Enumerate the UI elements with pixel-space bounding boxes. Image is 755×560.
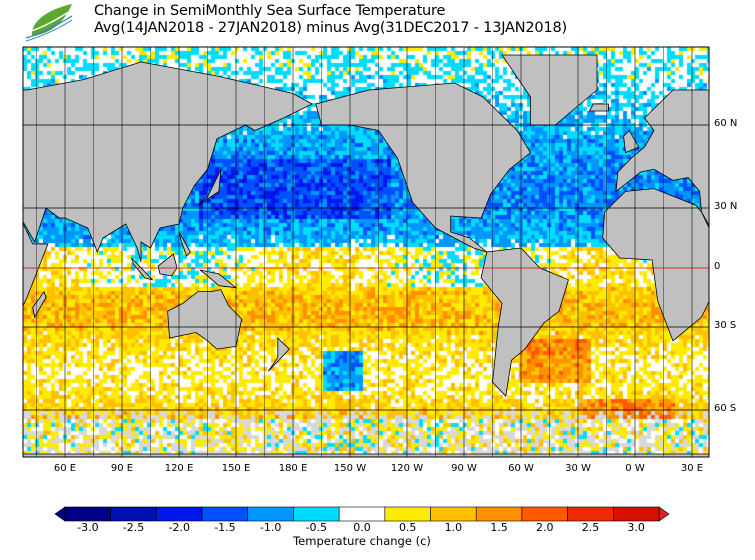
colorbar-swatch xyxy=(430,506,477,522)
landmass xyxy=(157,253,178,277)
colorbar-tick-label: -2.0 xyxy=(168,521,190,534)
landmass xyxy=(32,290,47,319)
colorbar-swatch xyxy=(156,506,203,522)
colorbar-swatch xyxy=(613,506,660,522)
longitude-label: 60 W xyxy=(508,463,534,474)
landmass xyxy=(178,231,191,257)
colorbar-tick-label: -1.0 xyxy=(259,521,282,534)
longitude-label: 0 W xyxy=(625,463,645,474)
colorbar-tick-label: 1.5 xyxy=(490,521,508,534)
landmass xyxy=(197,169,222,206)
graticule xyxy=(23,47,709,457)
landmass xyxy=(167,289,243,350)
colorbar-swatch xyxy=(64,506,111,522)
colorbar-title: Temperature change (c) xyxy=(293,534,431,548)
colorbar-swatch xyxy=(384,506,431,522)
latitude-label: 60 S xyxy=(714,403,737,414)
longitude-label: 120 W xyxy=(390,463,424,474)
longitude-label: 90 W xyxy=(451,463,477,474)
colorbar-tick-label: 0.0 xyxy=(353,521,371,534)
colorbar-swatch xyxy=(521,506,568,522)
longitude-label: 150 W xyxy=(333,463,367,474)
longitude-label: 30 E xyxy=(680,463,704,474)
landmass xyxy=(480,247,569,398)
longitude-label: 150 E xyxy=(221,463,251,474)
colorbar-tick-label: -1.5 xyxy=(214,521,236,534)
landmass xyxy=(23,222,49,307)
latitude-label: 60 N xyxy=(714,118,738,129)
colorbar-tick-label: 0.5 xyxy=(398,521,417,534)
colorbar-tick-label: -2.5 xyxy=(122,521,145,534)
colorbar-swatch xyxy=(567,506,614,522)
map-title: Change in SemiMonthly Sea Surface Temper… xyxy=(94,3,446,19)
colorbar-tick-label: -3.0 xyxy=(77,521,99,534)
colorbar-max-arrow xyxy=(658,506,670,522)
longitude-label: 90 E xyxy=(110,463,134,474)
longitude-label: 60 E xyxy=(53,463,77,474)
map-frame xyxy=(22,46,710,458)
latitude-label: 0 xyxy=(714,261,721,272)
colorbar-tick-label: 1.0 xyxy=(444,521,463,534)
colorbar-tick-label: -0.5 xyxy=(305,521,328,534)
landmass xyxy=(615,89,709,226)
landmass xyxy=(199,269,238,289)
leaf-wave-logo xyxy=(25,4,73,42)
colorbar-swatch xyxy=(110,506,157,522)
longitude-label: 30 W xyxy=(565,463,591,474)
colorbar-tick-label: 2.0 xyxy=(536,521,554,534)
landmass xyxy=(131,257,154,281)
colorbar-swatch xyxy=(293,506,340,522)
colorbar-swatch xyxy=(247,506,294,522)
latitude-label: 30 N xyxy=(714,201,738,212)
longitude-label: 180 E xyxy=(278,463,308,474)
landmass xyxy=(267,337,290,372)
latitude-label: 30 S xyxy=(714,320,737,331)
longitude-label: 120 E xyxy=(164,463,194,474)
landmass xyxy=(588,103,609,112)
map-subtitle: Avg(14JAN2018 - 27JAN2018) minus Avg(31D… xyxy=(94,20,567,36)
colorbar-min-arrow xyxy=(54,506,66,522)
colorbar-tick-label: 3.0 xyxy=(627,521,645,534)
colorbar-swatch xyxy=(338,506,386,522)
colorbar-swatch xyxy=(201,506,249,522)
colorbar-tick-label: 2.5 xyxy=(581,521,600,534)
landmass xyxy=(292,453,709,457)
colorbar-swatch xyxy=(475,506,523,522)
